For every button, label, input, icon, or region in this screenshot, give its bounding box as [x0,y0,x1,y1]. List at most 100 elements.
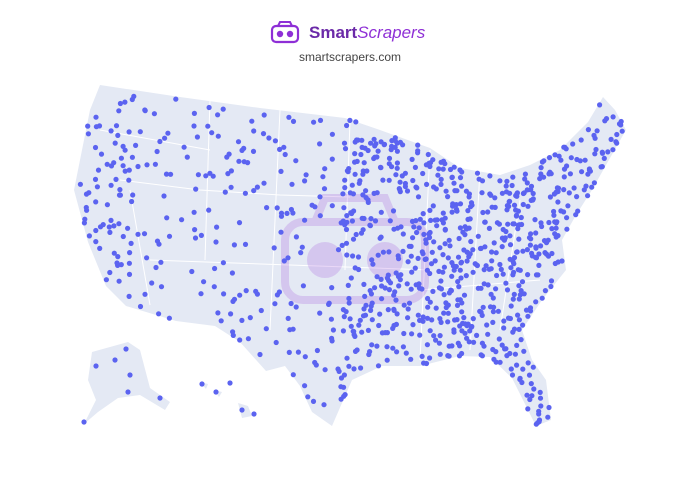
location-dot [519,279,526,285]
location-dot [370,261,376,267]
location-dot [394,349,400,355]
location-dot [391,322,397,329]
location-dot [86,233,92,239]
location-dot [565,203,571,209]
location-dot [133,142,139,148]
location-dot [508,366,514,372]
location-dot [538,403,544,409]
location-dot [235,139,242,145]
location-dot [501,237,507,243]
location-dot [287,327,293,333]
location-dot [531,386,537,392]
location-dot [532,217,538,223]
location-dot [340,191,346,197]
location-dot [127,372,133,378]
location-dot [524,247,531,253]
location-dot [494,220,500,226]
location-dot [227,380,233,386]
location-dot [521,348,527,354]
location-dot [535,420,541,426]
location-dot [108,182,114,188]
location-dot [451,267,457,273]
location-dot [285,255,291,261]
location-dot [516,296,522,302]
location-dot [214,224,220,230]
location-dot [501,318,507,324]
location-dot [126,293,132,299]
location-dot [405,259,411,265]
location-dot [533,245,539,251]
location-dot [384,275,390,281]
location-dot [341,372,347,378]
location-dot [181,144,187,150]
location-dot [412,265,418,271]
location-dot [86,190,92,196]
location-dot [447,166,454,173]
location-dot [493,250,499,256]
location-dot [481,267,487,273]
location-dot [579,169,585,175]
location-dot [295,349,301,355]
location-dot [213,239,219,245]
location-dot [236,220,243,226]
logo-icon [270,21,300,44]
location-dot [486,266,492,272]
location-dot [85,123,91,129]
location-dot [359,137,365,143]
location-dot [522,176,528,182]
location-dot [492,195,498,201]
location-dot [245,336,251,342]
location-dot [231,242,237,248]
location-dot [443,300,449,306]
location-dot [211,284,217,290]
location-dot [408,253,414,259]
location-dot [446,343,452,349]
location-dot [415,148,421,154]
location-dot [404,188,411,194]
location-dot [117,187,123,193]
location-dot [382,330,388,336]
location-dot [393,270,399,276]
location-dot [553,225,559,231]
location-dot [129,154,135,160]
location-dot [415,255,421,261]
location-dot [117,192,123,198]
location-dot [610,114,616,120]
location-dot [111,160,117,166]
location-dot [194,134,200,140]
location-dot [353,119,359,125]
location-dot [440,166,446,172]
location-dot [585,171,591,177]
location-dot [212,265,218,272]
location-dot [374,274,380,280]
location-dot [537,395,544,401]
location-dot [495,308,501,314]
location-dot [506,203,512,209]
location-dot [201,279,207,285]
location-dot [239,317,245,323]
location-dot [437,351,443,357]
location-dot [351,366,357,372]
location-dot [467,251,473,257]
location-dot [546,219,552,226]
location-dot [380,177,386,183]
location-dot [455,279,461,285]
location-dot [156,311,162,317]
location-dot [551,212,557,218]
location-dot [220,260,226,266]
location-dot [341,205,347,211]
location-dot [592,151,598,157]
location-dot [278,229,284,235]
us-mainland [74,85,626,426]
location-dot [425,151,431,158]
location-dot [344,213,350,219]
location-dot [512,351,519,357]
location-dot [299,244,305,250]
location-dot [429,317,435,323]
location-dot [505,315,512,321]
location-dot [81,419,87,425]
location-dot [111,250,117,256]
location-dot [538,165,544,171]
location-dot [250,148,257,154]
location-dot [437,316,443,322]
